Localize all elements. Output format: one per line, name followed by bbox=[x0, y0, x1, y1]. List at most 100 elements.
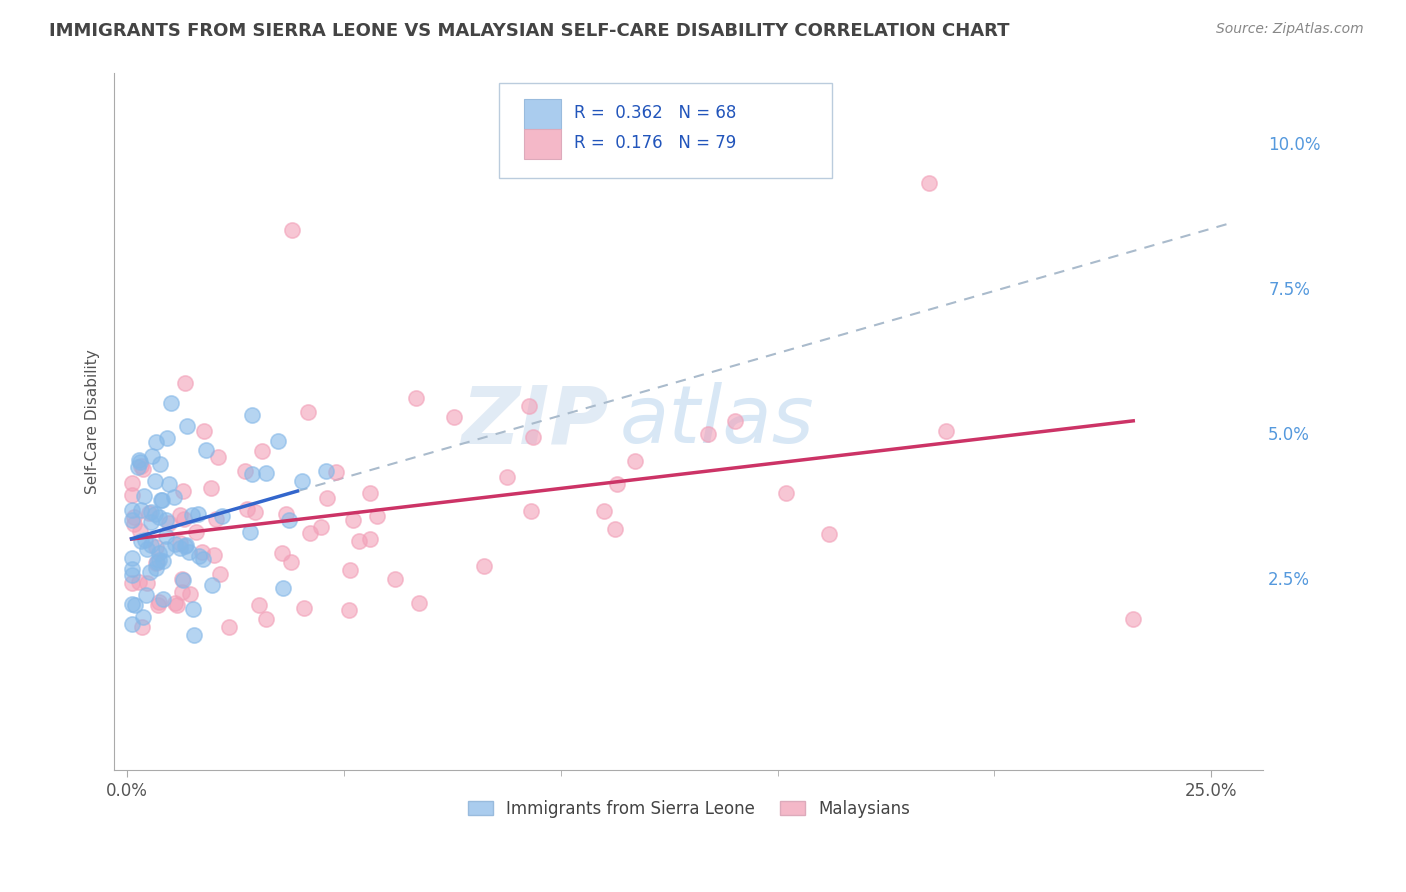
Point bbox=[495, 470, 517, 484]
Point bbox=[297, 405, 319, 419]
Point bbox=[136, 576, 159, 591]
Point bbox=[143, 474, 166, 488]
Point bbox=[176, 419, 198, 434]
Point bbox=[408, 596, 430, 610]
Point bbox=[174, 376, 197, 391]
Text: R =  0.176   N = 79: R = 0.176 N = 79 bbox=[574, 134, 737, 152]
Point bbox=[121, 616, 143, 631]
Point bbox=[146, 556, 169, 570]
Point bbox=[724, 414, 747, 428]
Point bbox=[121, 513, 143, 527]
Point bbox=[697, 426, 720, 441]
Point bbox=[121, 575, 143, 590]
Point bbox=[235, 502, 257, 516]
Point bbox=[129, 524, 152, 539]
Point bbox=[325, 465, 347, 479]
Point bbox=[121, 562, 143, 576]
Point bbox=[172, 573, 194, 587]
Y-axis label: Self-Care Disability: Self-Care Disability bbox=[86, 349, 100, 494]
Point bbox=[243, 505, 266, 519]
Point bbox=[384, 572, 406, 586]
Point bbox=[129, 503, 152, 517]
Point bbox=[128, 574, 150, 589]
Point bbox=[359, 486, 381, 500]
Point bbox=[131, 462, 153, 476]
Point bbox=[124, 598, 146, 612]
Point bbox=[240, 467, 263, 482]
Point bbox=[131, 620, 153, 634]
Point bbox=[366, 508, 388, 523]
Point bbox=[135, 588, 157, 602]
Point bbox=[240, 408, 263, 422]
Point bbox=[281, 223, 304, 237]
Point bbox=[247, 598, 270, 612]
Point bbox=[603, 522, 626, 536]
Point bbox=[129, 458, 152, 473]
Point bbox=[201, 578, 224, 592]
Point bbox=[157, 516, 180, 531]
Point bbox=[146, 598, 169, 612]
Point bbox=[141, 450, 163, 464]
Point bbox=[121, 551, 143, 566]
Point bbox=[163, 537, 186, 551]
Point bbox=[132, 490, 155, 504]
Point bbox=[339, 564, 361, 578]
Point bbox=[935, 424, 957, 438]
Point bbox=[160, 396, 183, 410]
Point bbox=[218, 620, 240, 634]
Point bbox=[278, 512, 301, 526]
Point bbox=[316, 491, 339, 505]
Point bbox=[191, 545, 214, 559]
Point bbox=[121, 503, 143, 517]
Point bbox=[239, 525, 262, 540]
Point bbox=[121, 597, 143, 611]
Point bbox=[202, 548, 225, 562]
Point bbox=[148, 510, 170, 524]
Point bbox=[148, 546, 170, 560]
Point bbox=[173, 511, 195, 525]
Point bbox=[624, 454, 647, 468]
Point bbox=[250, 444, 273, 458]
Point bbox=[121, 488, 143, 502]
Point bbox=[211, 509, 233, 524]
Point bbox=[152, 553, 174, 567]
Point bbox=[522, 430, 544, 444]
Point bbox=[139, 565, 162, 579]
Point bbox=[181, 601, 204, 615]
Point bbox=[121, 475, 143, 490]
Point bbox=[163, 490, 186, 504]
Point bbox=[775, 485, 797, 500]
Point bbox=[339, 603, 361, 617]
Point bbox=[176, 538, 198, 552]
Point bbox=[122, 510, 145, 524]
Point bbox=[157, 477, 180, 491]
Point bbox=[145, 561, 167, 575]
Point bbox=[233, 464, 256, 478]
Point bbox=[143, 507, 166, 521]
Point bbox=[169, 508, 191, 523]
Point bbox=[405, 391, 427, 405]
Point bbox=[606, 476, 628, 491]
Point bbox=[193, 424, 215, 438]
Point bbox=[152, 592, 174, 607]
Point bbox=[207, 450, 229, 465]
Point bbox=[520, 504, 543, 518]
Text: IMMIGRANTS FROM SIERRA LEONE VS MALAYSIAN SELF-CARE DISABILITY CORRELATION CHART: IMMIGRANTS FROM SIERRA LEONE VS MALAYSIA… bbox=[49, 22, 1010, 40]
FancyBboxPatch shape bbox=[499, 84, 832, 178]
Point bbox=[128, 453, 150, 467]
Point bbox=[166, 598, 188, 612]
Point bbox=[122, 516, 145, 531]
Point bbox=[156, 431, 179, 445]
Point bbox=[145, 541, 167, 555]
Point bbox=[188, 549, 211, 564]
Point bbox=[127, 460, 149, 475]
Point bbox=[256, 466, 278, 480]
Point bbox=[155, 541, 177, 556]
Point bbox=[1122, 612, 1144, 626]
Point bbox=[145, 434, 167, 449]
Point bbox=[148, 595, 170, 609]
Point bbox=[254, 612, 277, 626]
Point bbox=[172, 572, 194, 586]
Point bbox=[172, 483, 194, 498]
Point bbox=[169, 536, 191, 550]
